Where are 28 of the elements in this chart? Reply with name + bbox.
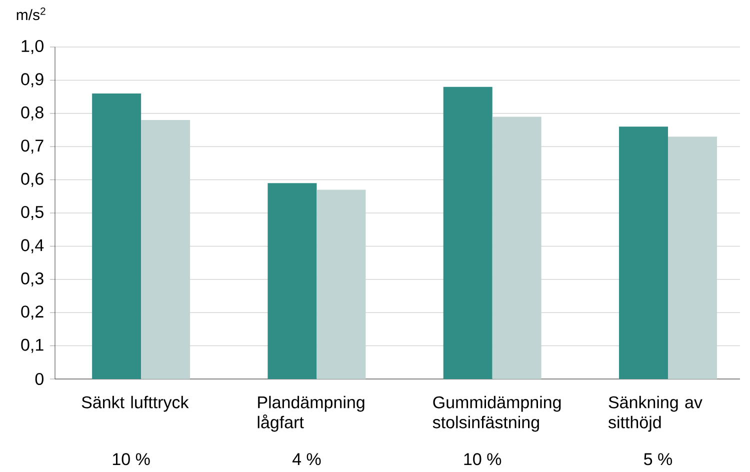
y-tick-label: 0 [35,372,44,386]
y-tick-label: 0,4 [21,239,44,254]
text: 10 % [112,453,150,466]
text: 5 % [644,453,672,466]
y-tick-label: 0,6 [21,172,44,187]
text: 10 % [464,453,502,466]
x-tick-label: Gummidämpning stolsinfästning [432,396,561,432]
y-tick-label: 0,2 [21,306,44,320]
x-tick-label: Sänkt lufttryck [82,396,189,412]
y-tick-label: 0,1 [21,338,44,353]
bar [268,183,317,379]
x-tick-label: Plandämpning lågfart [258,396,364,432]
y-tick-label: 0,5 [21,206,44,220]
y-axis-title: m/s$^{2}$ [16,7,46,20]
y-tick-label: 0,9 [21,73,44,88]
bar [618,126,668,379]
bar [668,136,717,379]
bar [316,190,366,379]
y-tick-label: 0,3 [21,272,44,286]
bar [141,120,190,379]
bar [92,93,142,379]
y-tick-label: 1,0 [22,40,44,54]
bar [492,116,542,379]
bar [443,86,492,379]
y-tick-label: 0,7 [21,140,44,154]
y-tick-label: 0,8 [21,106,44,120]
x-tick-label: Sänkning av sitthöjd [608,396,702,432]
text: 4 % [292,453,321,466]
